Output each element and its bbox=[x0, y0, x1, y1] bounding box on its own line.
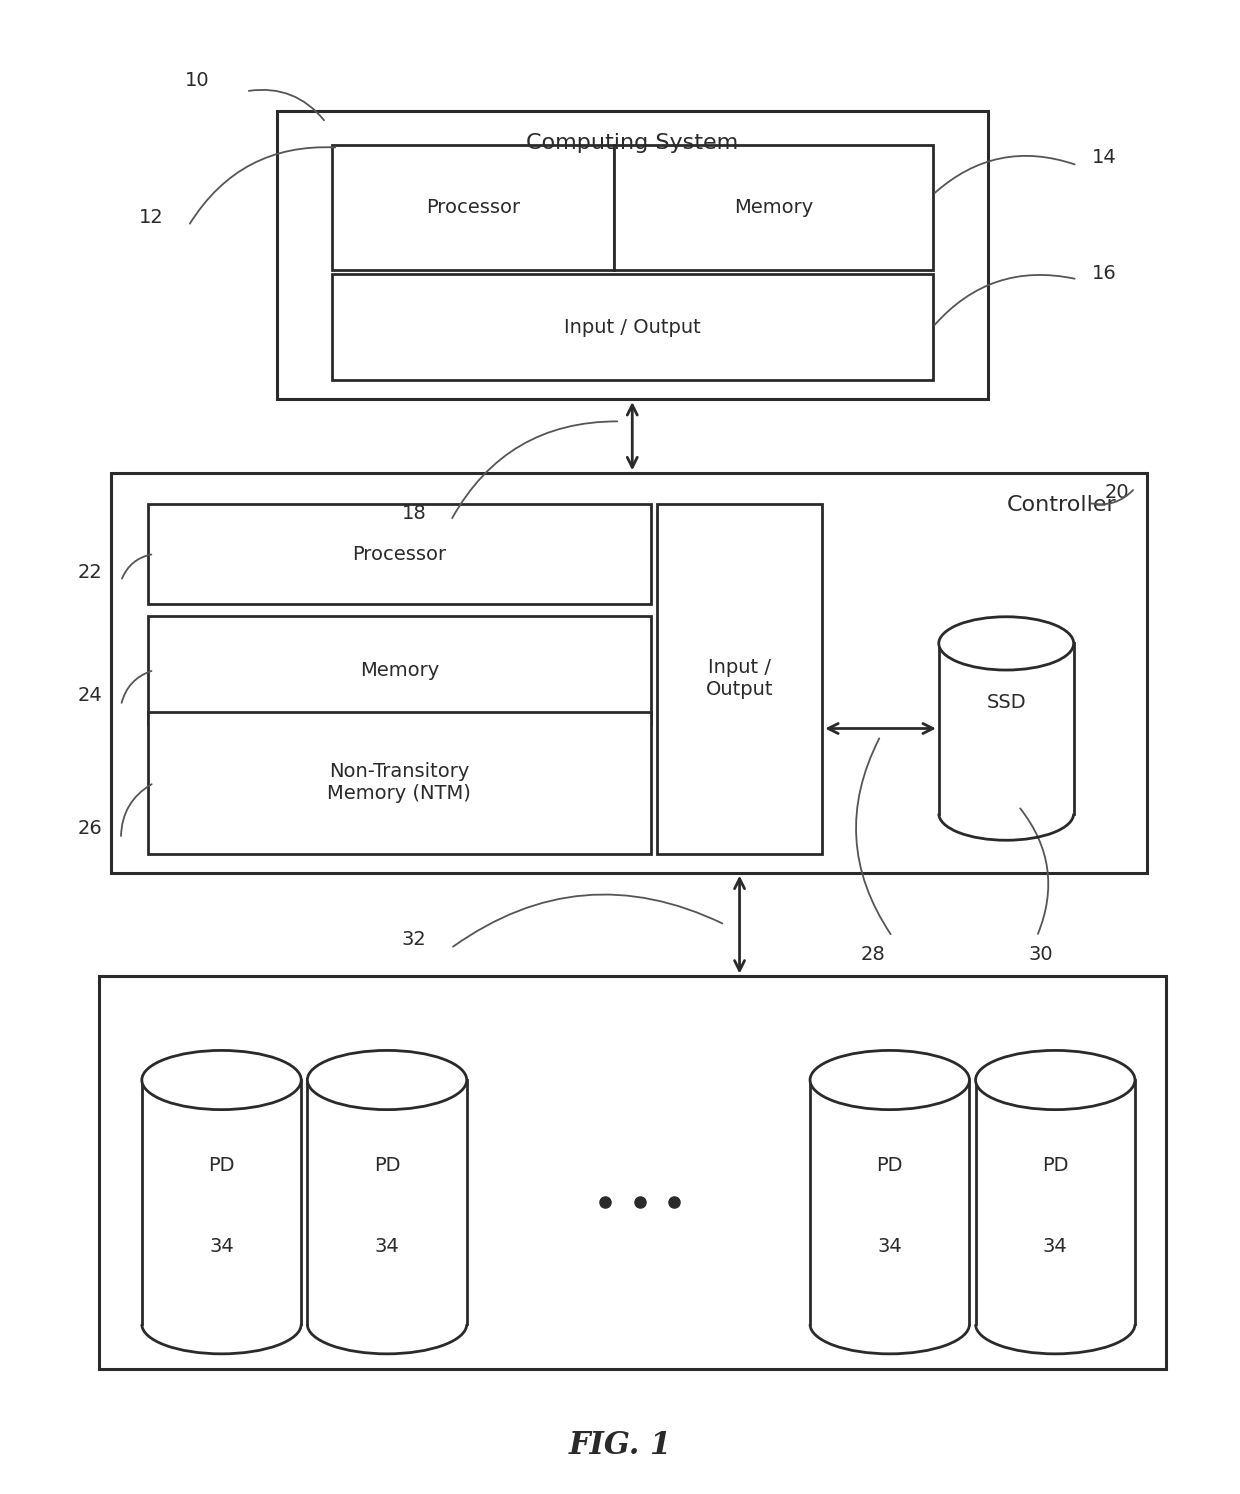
Text: Controller: Controller bbox=[1007, 496, 1116, 515]
Text: Processor: Processor bbox=[352, 544, 446, 563]
Text: 24: 24 bbox=[78, 686, 103, 705]
Bar bbox=[99, 977, 1166, 1369]
Text: 22: 22 bbox=[78, 563, 103, 581]
Text: Input / Output: Input / Output bbox=[564, 318, 701, 336]
Text: 32: 32 bbox=[402, 929, 427, 949]
Bar bbox=[112, 474, 1147, 872]
Text: FIG. 1: FIG. 1 bbox=[568, 1430, 672, 1461]
Text: 18: 18 bbox=[402, 503, 427, 523]
Text: Processor: Processor bbox=[427, 197, 520, 217]
Text: PD: PD bbox=[1042, 1156, 1069, 1174]
Ellipse shape bbox=[810, 1050, 970, 1110]
Text: Input /
Output: Input / Output bbox=[706, 659, 774, 699]
Text: 34: 34 bbox=[374, 1237, 399, 1255]
Text: SSD: SSD bbox=[986, 693, 1025, 713]
Text: 26: 26 bbox=[78, 819, 103, 838]
Ellipse shape bbox=[976, 1050, 1135, 1110]
Text: 16: 16 bbox=[1092, 264, 1117, 282]
Text: Non-Transitory
Memory (NTM): Non-Transitory Memory (NTM) bbox=[327, 762, 471, 804]
Polygon shape bbox=[976, 1080, 1135, 1324]
Bar bbox=[332, 145, 614, 269]
Ellipse shape bbox=[939, 617, 1074, 669]
Text: 10: 10 bbox=[185, 72, 210, 91]
Bar bbox=[148, 713, 651, 853]
Text: 34: 34 bbox=[878, 1237, 903, 1255]
Text: 34: 34 bbox=[1043, 1237, 1068, 1255]
Bar bbox=[332, 275, 932, 379]
Text: 30: 30 bbox=[1028, 944, 1053, 964]
Text: 28: 28 bbox=[861, 944, 885, 964]
Text: PD: PD bbox=[373, 1156, 401, 1174]
Text: PD: PD bbox=[208, 1156, 234, 1174]
Text: 34: 34 bbox=[210, 1237, 234, 1255]
Bar bbox=[657, 505, 822, 853]
Polygon shape bbox=[810, 1080, 970, 1324]
Text: Computing System: Computing System bbox=[526, 133, 738, 152]
Polygon shape bbox=[939, 644, 1074, 814]
Ellipse shape bbox=[141, 1050, 301, 1110]
Text: 20: 20 bbox=[1105, 483, 1128, 502]
Bar bbox=[614, 145, 932, 269]
Text: Memory: Memory bbox=[360, 660, 439, 680]
Text: 12: 12 bbox=[139, 208, 164, 227]
Bar bbox=[148, 616, 651, 725]
Bar bbox=[277, 111, 988, 399]
Text: PD: PD bbox=[877, 1156, 903, 1174]
Polygon shape bbox=[308, 1080, 466, 1324]
Polygon shape bbox=[141, 1080, 301, 1324]
Ellipse shape bbox=[308, 1050, 466, 1110]
Text: Memory: Memory bbox=[734, 197, 813, 217]
Bar bbox=[148, 505, 651, 604]
Text: 14: 14 bbox=[1092, 148, 1117, 167]
